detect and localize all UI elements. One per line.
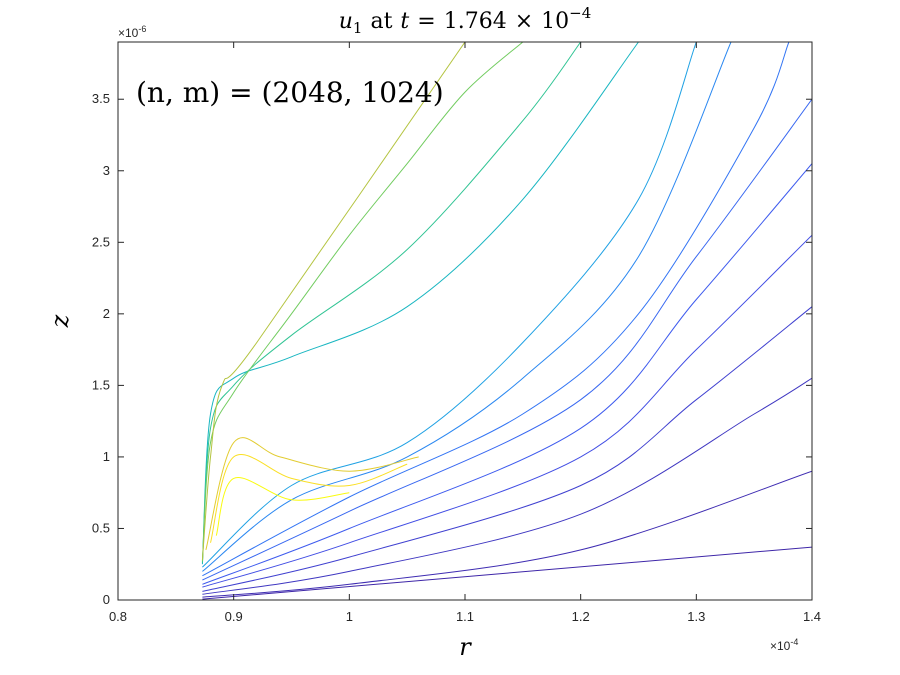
plot-background: [118, 42, 812, 600]
y-tick-label: 1.5: [92, 377, 110, 392]
contour-line: [202, 42, 790, 577]
contour-line: [202, 470, 812, 598]
y-tick-label: 2.5: [92, 234, 110, 249]
contour-lines: [201, 42, 812, 600]
y-axis-ticks: 0 0.5 1 1.5 2 2.5 3 3.5: [92, 91, 812, 607]
contour-line: [202, 163, 812, 585]
resolution-annotation: (n, m) = (2048, 1024): [136, 76, 444, 109]
y-exponent-base: ×10: [118, 26, 139, 40]
y-tick-label: 2: [103, 306, 110, 321]
title-at: at: [370, 9, 392, 34]
x-axis-ticks: 0.8 0.9 1 1.1 1.2 1.3 1.4: [109, 42, 821, 624]
contour-line: [201, 42, 582, 563]
x-tick-label: 0.9: [225, 609, 243, 624]
title-exponent: −4: [569, 4, 591, 22]
title-value: 1.764: [444, 9, 507, 34]
plot-area: 0.8 0.9 1 1.1 1.2 1.3 1.4 0 0.5 1 1.5 2 2.5 3 3.5: [92, 41, 821, 624]
y-tick-label: 0.5: [92, 520, 110, 535]
contour-line: [201, 42, 524, 562]
x-tick-label: 1: [346, 609, 353, 624]
contour-line: [201, 42, 639, 565]
y-tick-label: 3: [103, 163, 110, 178]
y-tick-label: 3.5: [92, 91, 110, 106]
y-tick-label: 1: [103, 449, 110, 464]
contour-line: [202, 377, 812, 595]
contour-line: [202, 306, 812, 592]
x-tick-label: 1.4: [803, 609, 821, 624]
contour-line: [202, 42, 697, 568]
contour-line: [202, 546, 812, 600]
x-tick-label: 0.8: [109, 609, 127, 624]
x-tick-label: 1.3: [687, 609, 705, 624]
contour-line: [210, 454, 408, 543]
x-exponent-label: ×10-4: [770, 637, 798, 653]
title-variable: u: [339, 9, 353, 34]
x-exponent-power: -4: [790, 637, 798, 647]
chart-title: u1 at t = 1.764 × 10−4: [339, 4, 592, 37]
x-tick-label: 1.2: [572, 609, 590, 624]
contour-line: [215, 476, 350, 536]
contour-line: [202, 234, 812, 588]
x-tick-label: 1.1: [456, 609, 474, 624]
y-tick-label: 0: [103, 592, 110, 607]
title-subscript: 1: [353, 19, 363, 37]
y-exponent-label: ×10-6: [118, 24, 146, 40]
y-exponent-power: -6: [138, 24, 146, 34]
contour-line: [202, 98, 812, 581]
contour-line: [201, 42, 466, 560]
title-times: ×: [515, 9, 533, 34]
title-t: t: [400, 9, 409, 34]
contour-line: [205, 437, 419, 551]
x-axis-label: r: [459, 633, 472, 661]
x-exponent-base: ×10: [770, 639, 791, 653]
title-equals: =: [417, 9, 435, 34]
title-base: 10: [541, 9, 569, 34]
y-axis-label: z: [46, 314, 74, 328]
